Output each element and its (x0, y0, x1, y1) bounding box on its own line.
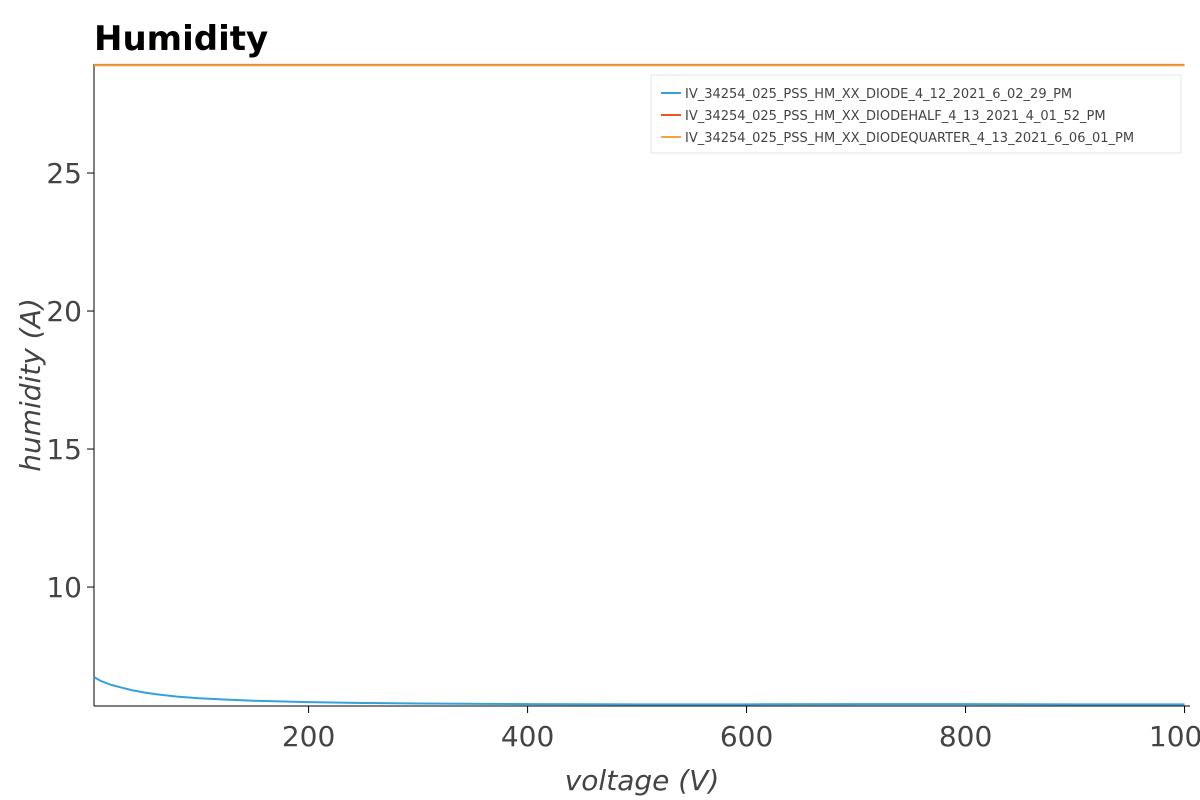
x-tick-label: 600 (720, 720, 773, 753)
legend-label: IV_34254_025_PSS_HM_XX_DIODEHALF_4_13_20… (685, 109, 1106, 124)
chart-title: Humidity (94, 19, 268, 59)
y-tick-label: 15 (46, 433, 82, 466)
series-line (93, 676, 1185, 706)
x-axis-label: voltage (V) (565, 764, 720, 797)
legend-label: IV_34254_025_PSS_HM_XX_DIODEQUARTER_4_13… (685, 131, 1134, 146)
legend-label: IV_34254_025_PSS_HM_XX_DIODE_4_12_2021_6… (685, 87, 1072, 102)
y-axis-label: humidity (A) (14, 298, 47, 472)
legend-box (650, 74, 1182, 154)
x-tick-label: 400 (501, 720, 554, 753)
y-tick-label: 25 (46, 157, 82, 190)
x-tick-label: 1000 (1149, 720, 1200, 753)
x-tick-label: 200 (282, 720, 335, 753)
y-tick-label: 10 (46, 571, 82, 604)
y-tick-label: 20 (46, 295, 82, 328)
x-tick-label: 800 (939, 720, 992, 753)
